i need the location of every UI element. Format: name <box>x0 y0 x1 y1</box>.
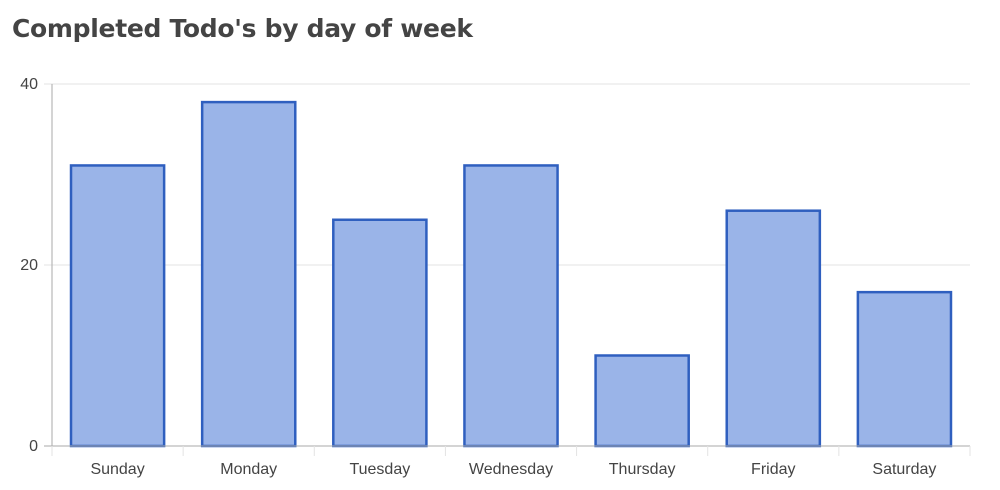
bar-tuesday <box>332 218 428 448</box>
bar-monday <box>200 100 297 448</box>
bar-wednesday <box>463 164 559 448</box>
y-tick-label: 40 <box>20 76 38 93</box>
bar-thursday <box>594 354 690 448</box>
x-tick-label-wednesday: Wednesday <box>469 461 553 478</box>
bar-sunday <box>69 164 166 448</box>
tick-labels: 0 20 40 Sunday Monday Tuesday Wednesday Thursda… <box>20 76 936 478</box>
bar-saturday <box>856 290 953 448</box>
x-tick-label-tuesday: Tuesday <box>349 461 410 478</box>
x-tick-label-sunday: Sunday <box>90 461 144 478</box>
chart-title: Completed Todo's by day of week <box>12 14 473 43</box>
y-tick-label: 0 <box>29 438 38 455</box>
axes <box>51 84 971 456</box>
bar-friday <box>725 209 822 448</box>
y-tick-label: 20 <box>20 257 38 274</box>
bars <box>69 100 953 448</box>
x-tick-label-monday: Monday <box>220 461 277 478</box>
x-tick-label-saturday: Saturday <box>872 461 936 478</box>
x-tick-label-friday: Friday <box>751 461 795 478</box>
x-tick-label-thursday: Thursday <box>609 461 676 478</box>
